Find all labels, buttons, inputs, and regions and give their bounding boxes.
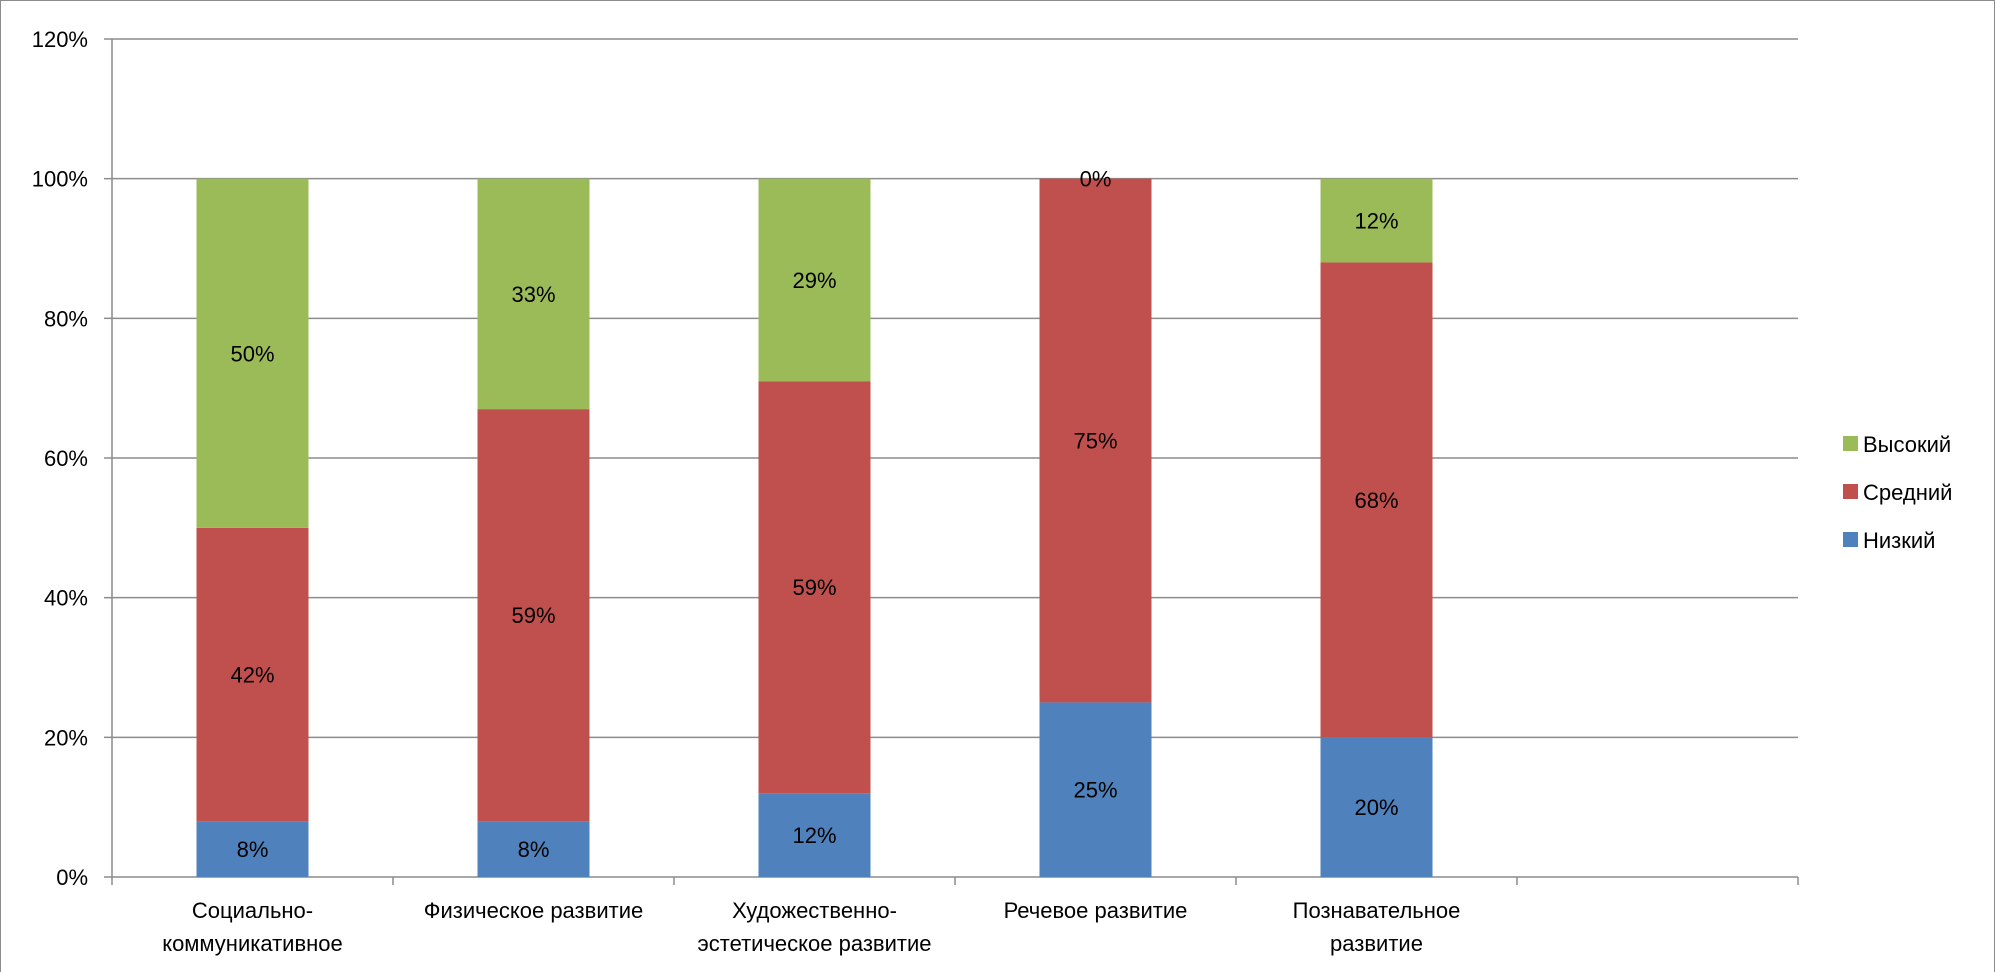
data-label: 8% xyxy=(237,837,269,862)
legend-swatch-Низкий xyxy=(1843,532,1858,547)
legend-swatch-Высокий xyxy=(1843,436,1858,451)
legend-label: Низкий xyxy=(1863,528,1935,553)
data-label: 33% xyxy=(511,282,555,307)
data-label: 8% xyxy=(518,837,550,862)
y-tick-label: 40% xyxy=(44,586,88,611)
bar-segment-Высокий xyxy=(196,178,309,528)
bar-segment-Низкий xyxy=(477,821,590,877)
data-label: 20% xyxy=(1354,795,1398,820)
x-category-label: Физическое развитие xyxy=(424,898,643,923)
y-tick-label: 120% xyxy=(32,27,88,52)
bar-segment-Высокий xyxy=(1320,178,1433,263)
bar-segment-Высокий xyxy=(477,178,590,410)
data-label: 0% xyxy=(1080,167,1112,192)
x-category-label: Социально- xyxy=(192,898,313,923)
data-label: 29% xyxy=(792,268,836,293)
bar-segment-Средний xyxy=(1039,178,1152,703)
x-category-label: Познавательное xyxy=(1293,898,1461,923)
bar-segment-Низкий xyxy=(1039,702,1152,877)
legend-label: Высокий xyxy=(1863,432,1951,457)
data-label: 42% xyxy=(230,662,274,687)
data-label: 25% xyxy=(1073,778,1117,803)
data-label: 59% xyxy=(511,603,555,628)
data-label: 12% xyxy=(1354,209,1398,234)
y-tick-label: 80% xyxy=(44,306,88,331)
legend-label: Средний xyxy=(1863,480,1952,505)
data-label: 50% xyxy=(230,341,274,366)
y-tick-label: 20% xyxy=(44,725,88,750)
bar-segment-Средний xyxy=(1320,262,1433,738)
data-label: 59% xyxy=(792,575,836,600)
x-category-label: коммуникативное xyxy=(162,931,343,956)
bar-segment-Средний xyxy=(477,409,590,822)
x-category-label: эстетическое развитие xyxy=(698,931,932,956)
bar-segment-Средний xyxy=(196,527,309,822)
x-category-label: Речевое развитие xyxy=(1004,898,1188,923)
data-label: 12% xyxy=(792,823,836,848)
y-tick-label: 0% xyxy=(56,865,88,890)
bar-segment-Низкий xyxy=(758,793,871,877)
legend-swatch-Средний xyxy=(1843,484,1858,499)
bar-segment-Низкий xyxy=(1320,737,1433,877)
bar-segment-Низкий xyxy=(196,821,309,877)
bar-segment-Средний xyxy=(758,381,871,794)
y-tick-label: 60% xyxy=(44,446,88,471)
y-tick-label: 100% xyxy=(32,167,88,192)
data-label: 75% xyxy=(1073,429,1117,454)
x-category-label: развитие xyxy=(1330,931,1423,956)
bar-segment-Высокий xyxy=(758,178,871,382)
data-label: 68% xyxy=(1354,488,1398,513)
x-category-label: Художественно- xyxy=(732,898,897,923)
